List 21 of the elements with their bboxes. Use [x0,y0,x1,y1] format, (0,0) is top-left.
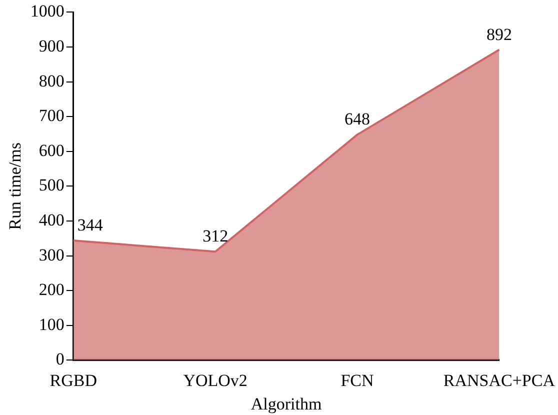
y-axis-title: Run time/ms [6,142,25,230]
y-tick-label: 500 [38,176,64,195]
x-axis-title: Algorithm [250,394,322,414]
x-tick-label: RANSAC+PCA [443,370,556,390]
x-tick-label: YOLOv2 [183,370,248,390]
x-tick-label: RGBD [50,370,98,390]
y-tick-label: 700 [38,106,64,126]
data-label: 648 [344,110,370,129]
y-tick-label: 100 [38,314,64,334]
y-tick-label: 400 [38,210,64,230]
x-tick-label: FCN [340,370,374,390]
y-tick-label: 900 [38,36,64,56]
y-tick-label: 200 [38,280,64,300]
y-tick-label: 600 [38,140,64,160]
y-tick-label: 300 [38,245,64,264]
data-label: 892 [486,24,512,44]
data-label: 344 [77,215,104,234]
y-tick-label: 800 [38,71,64,90]
data-label: 312 [202,226,228,246]
y-tick-label: 1000 [30,2,64,21]
y-tick-label: 0 [56,350,64,369]
